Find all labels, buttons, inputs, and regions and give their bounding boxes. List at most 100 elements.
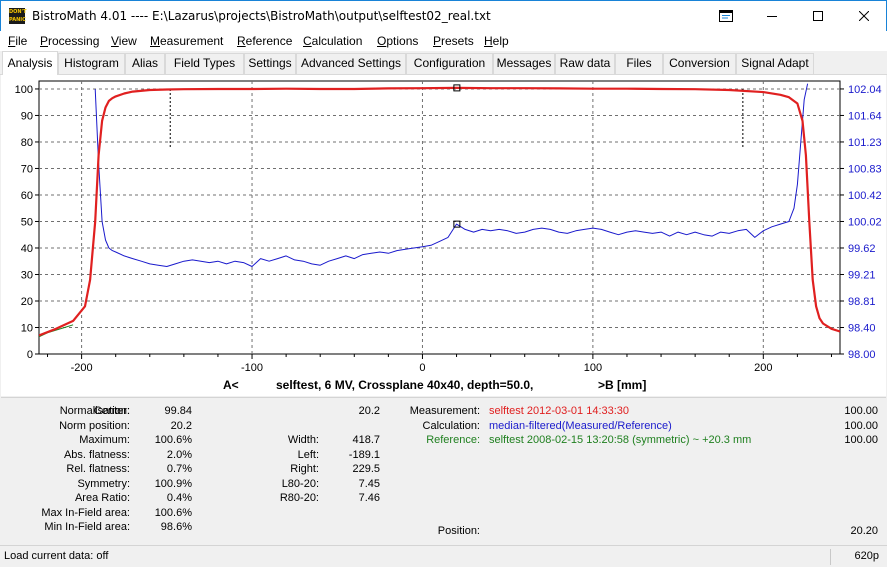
info-label: Min In-Field area: <box>44 521 130 533</box>
plot-frame <box>38 80 841 355</box>
info-value: -189.1 <box>348 448 380 461</box>
info-value: 100.6% <box>154 506 192 519</box>
status-bar: Load current data: off 620p <box>0 545 887 567</box>
tab-field-types[interactable]: Field Types <box>165 53 244 74</box>
info-label: Calculation: <box>422 419 480 432</box>
menu-file[interactable]: File <box>8 34 28 48</box>
menu-reference[interactable]: Reference <box>237 34 293 48</box>
y-tick-label-right: 98.81 <box>848 296 876 308</box>
info-value: 229.5 <box>352 463 380 475</box>
status-load-data: Load current data: off <box>4 550 109 562</box>
info-value-right: 100.00 <box>844 419 878 432</box>
x-tick-label: 200 <box>754 362 772 374</box>
y-tick-label-right: 100.02 <box>848 216 882 228</box>
info-value: 7.45 <box>358 477 380 490</box>
info-value: 20.2 <box>170 419 192 432</box>
maximize-icon[interactable] <box>795 1 841 31</box>
app-icon[interactable]: DON'T PANIC <box>9 8 27 24</box>
y-tick-label-left: 70 <box>21 163 33 175</box>
close-icon[interactable] <box>841 1 887 31</box>
tab-signal-adapt[interactable]: Signal Adapt <box>736 53 814 74</box>
info-label: Normalisation: <box>59 405 130 417</box>
analysis-info-panel: Center: 20.2 Position: 20.20 Normalisati… <box>1 397 886 540</box>
x-tick-label: 0 <box>419 362 425 374</box>
y-tick-label-left: 0 <box>27 349 33 361</box>
tab-files[interactable]: Files <box>615 53 663 74</box>
tab-strip: Analysis Histogram Alias Field Types Set… <box>0 51 887 75</box>
y-tick-label-right: 100.42 <box>848 190 882 202</box>
menu-measurement[interactable]: Measurement <box>150 34 224 48</box>
info-value: 418.7 <box>352 434 380 446</box>
tab-analysis[interactable]: Analysis <box>2 51 58 75</box>
window-icon[interactable] <box>703 1 749 31</box>
info-value: 0.7% <box>166 463 192 475</box>
info-label: L80-20: <box>281 477 319 490</box>
y-tick-label-left: 80 <box>21 137 33 149</box>
tab-messages[interactable]: Messages <box>493 53 555 74</box>
norm-marker <box>453 220 461 228</box>
info-value: selftest 2008-02-15 13:20:58 (symmetric)… <box>489 434 752 446</box>
info-label: Left: <box>297 448 319 461</box>
position-value: 20.20 <box>850 525 878 537</box>
y-tick-label-left: 10 <box>21 322 33 334</box>
y-tick-label-right: 98.40 <box>848 322 876 334</box>
tab-configuration[interactable]: Configuration <box>406 53 493 74</box>
info-label: Norm position: <box>59 419 130 432</box>
center-value: 20.2 <box>358 405 380 417</box>
info-label: Rel. flatness: <box>66 463 130 475</box>
info-value: selftest 2012-03-01 14:33:30 <box>489 405 630 417</box>
y-tick-label-left: 90 <box>21 110 33 122</box>
y-tick-label-right: 100.83 <box>848 163 882 175</box>
info-label: Measurement: <box>409 405 480 417</box>
y-tick-label-left: 40 <box>21 243 33 255</box>
info-label: Symmetry: <box>77 477 130 490</box>
info-label: R80-20: <box>279 492 319 504</box>
status-separator <box>830 549 831 565</box>
menu-view[interactable]: View <box>111 34 137 48</box>
y-tick-label-right: 99.21 <box>848 269 876 281</box>
y-tick-label-left: 50 <box>21 216 33 228</box>
y-tick-label-right: 102.04 <box>848 84 882 96</box>
info-label: Right: <box>290 463 319 475</box>
window-title: BistroMath 4.01 ---- E:\Lazarus\projects… <box>32 9 491 23</box>
x-tick-label: -200 <box>71 362 93 374</box>
series-line-measured <box>39 86 840 337</box>
tab-conversion[interactable]: Conversion <box>663 53 736 74</box>
info-label: Area Ratio: <box>74 492 130 504</box>
info-value: 98.6% <box>160 521 192 533</box>
menu-bar: File Processing View Measurement Referen… <box>0 31 887 51</box>
y-tick-label-left: 20 <box>21 296 33 308</box>
tab-histogram[interactable]: Histogram <box>58 53 125 74</box>
status-count: 620p <box>854 550 879 562</box>
info-value: 100.9% <box>154 477 192 490</box>
info-value-right: 100.00 <box>844 405 878 417</box>
profile-chart-svg[interactable]: 0 98.00 10 98.40 20 98.81 30 99.21 40 99.62 50 100.… <box>1 75 886 396</box>
tab-alias[interactable]: Alias <box>125 53 165 74</box>
norm-marker <box>453 84 461 92</box>
menu-presets[interactable]: Presets <box>433 34 474 48</box>
x-tick-label: -100 <box>241 362 263 374</box>
minimize-icon[interactable] <box>749 1 795 31</box>
y-tick-label-right: 99.62 <box>848 243 876 255</box>
info-label: Reference: <box>426 434 480 446</box>
menu-calculation[interactable]: Calculation <box>303 34 363 48</box>
tab-raw-data[interactable]: Raw data <box>555 53 615 74</box>
info-value: median-filtered(Measured/Reference) <box>489 419 672 432</box>
tab-advanced-settings[interactable]: Advanced Settings <box>296 53 406 74</box>
chart-caption-left: A< <box>223 378 239 392</box>
info-label: Maximum: <box>79 434 130 446</box>
info-value: 100.6% <box>154 434 192 446</box>
profile-chart[interactable]: 0 98.00 10 98.40 20 98.81 30 99.21 40 99.62 50 100.… <box>1 75 886 396</box>
info-value: 99.84 <box>164 405 192 417</box>
menu-help[interactable]: Help <box>484 34 509 48</box>
menu-options[interactable]: Options <box>377 34 419 48</box>
series-line-calculation <box>94 83 809 267</box>
info-value-right: 100.00 <box>844 434 878 446</box>
chart-caption: selftest, 6 MV, Crossplane 40x40, depth=… <box>276 378 534 392</box>
y-tick-label-right: 101.64 <box>848 110 882 122</box>
info-label: Width: <box>287 434 319 446</box>
info-value: 0.4% <box>166 492 192 504</box>
menu-processing[interactable]: Processing <box>40 34 100 48</box>
tab-settings[interactable]: Settings <box>244 53 296 74</box>
y-tick-label-right: 98.00 <box>848 349 876 361</box>
